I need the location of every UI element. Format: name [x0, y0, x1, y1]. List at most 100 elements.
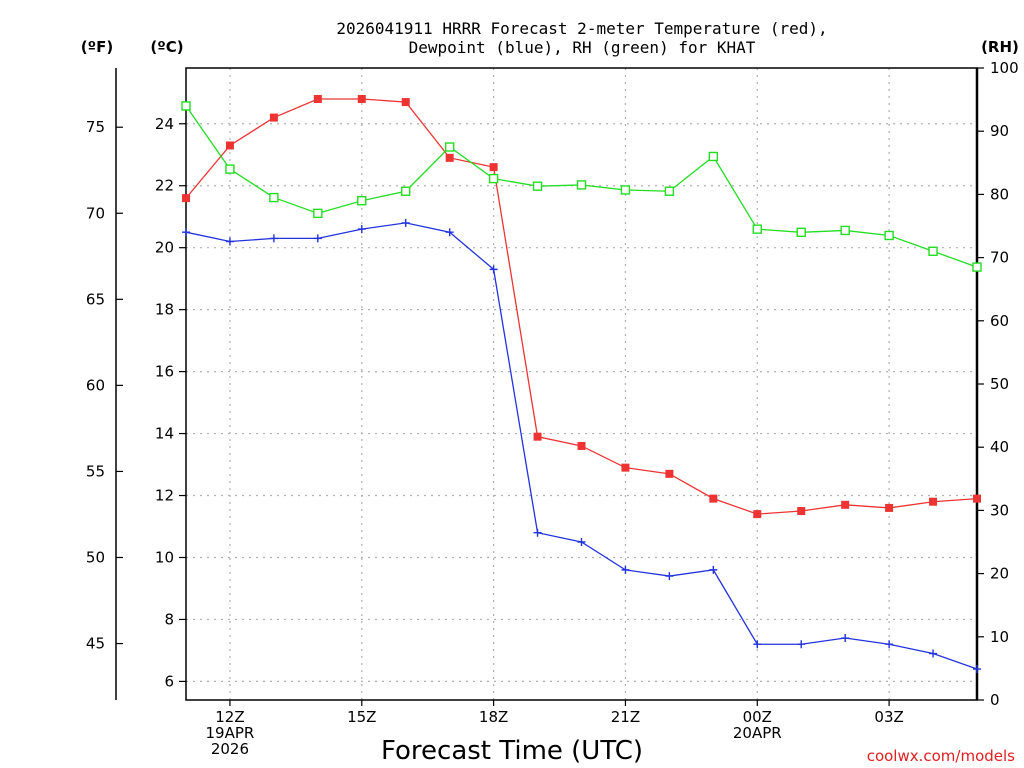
fahrenheit-unit-label: (ºF) [81, 38, 113, 56]
x-tick-label: 00Z [743, 708, 772, 726]
celsius-tick-label: 18 [155, 301, 174, 319]
x-tick-label: 2026 [211, 740, 249, 758]
rh-tick-label: 70 [990, 249, 1009, 267]
chart-title-line: 2026041911 HRRR Forecast 2-meter Tempera… [336, 19, 827, 38]
rh-tick-label: 80 [990, 185, 1009, 203]
dewpoint-point [973, 665, 981, 674]
dewpoint-point [225, 237, 234, 246]
2-meter-temperature-point [313, 94, 322, 103]
rh-point [444, 142, 455, 152]
celsius-tick-label: 8 [164, 610, 174, 628]
dewpoint-point [885, 640, 894, 649]
rh-tick-label: 100 [990, 59, 1019, 77]
fahrenheit-tick-label: 45 [86, 635, 105, 653]
celsius-tick-label: 6 [164, 672, 174, 690]
rh-point [884, 230, 894, 241]
rh-tick-label: 40 [990, 438, 1009, 456]
2-meter-temperature-point [753, 510, 762, 519]
plot-area [186, 68, 977, 700]
2-meter-temperature-point [709, 494, 718, 503]
fahrenheit-tick-label: 70 [86, 204, 105, 222]
2-meter-temperature-point [885, 503, 894, 512]
2-meter-temperature-point [665, 469, 674, 478]
celsius-unit-label: (ºC) [150, 38, 183, 56]
dewpoint-point [313, 234, 322, 243]
2-meter-temperature-point [797, 507, 806, 516]
x-tick-label: 15Z [347, 708, 376, 726]
rh-point [752, 224, 762, 234]
dewpoint-point [445, 228, 454, 237]
2-meter-temperature-point [357, 94, 366, 103]
x-axis-label: Forecast Time (UTC) [381, 736, 643, 766]
rh-point [664, 186, 675, 196]
rh-unit-label: (RH) [981, 38, 1019, 56]
dewpoint-point [929, 649, 938, 658]
2-meter-temperature-point [841, 500, 850, 509]
dewpoint-point [401, 218, 410, 227]
x-tick-label: 19APR [206, 724, 255, 742]
celsius-tick-label: 10 [155, 548, 174, 566]
fahrenheit-tick-label: 75 [86, 118, 105, 136]
celsius-tick-label: 16 [155, 363, 174, 381]
dewpoint-point [621, 565, 630, 574]
2-meter-temperature-point [225, 141, 234, 150]
x-tick-label: 20APR [733, 724, 782, 742]
2-meter-temperature-point [577, 441, 586, 450]
fahrenheit-tick-label: 65 [86, 290, 105, 308]
rh-point [225, 164, 235, 174]
rh-tick-label: 60 [990, 312, 1009, 330]
celsius-tick-label: 20 [155, 239, 174, 257]
x-tick-label: 21Z [611, 708, 640, 726]
2-meter-temperature-point [269, 113, 278, 122]
rh-point [928, 246, 938, 256]
2-meter-temperature-point [182, 194, 190, 203]
rh-point [401, 186, 411, 196]
credit-label: coolwx.com/models [867, 747, 1015, 765]
rh-point [972, 262, 982, 272]
2-meter-temperature-point [401, 98, 410, 107]
rh-point [532, 181, 543, 191]
rh-tick-label: 20 [990, 565, 1009, 583]
2-meter-temperature-point [489, 163, 498, 172]
fahrenheit-tick-label: 50 [86, 548, 105, 566]
fahrenheit-tick-label: 60 [86, 376, 105, 394]
dewpoint-point [797, 640, 806, 649]
fahrenheit-tick-label: 55 [86, 462, 105, 480]
dewpoint-point [357, 225, 366, 234]
rh-tick-label: 90 [990, 122, 1009, 140]
dewpoint-point [533, 528, 542, 537]
celsius-tick-label: 22 [155, 177, 174, 195]
2-meter-temperature-point [533, 432, 542, 441]
rh-point [796, 227, 806, 238]
x-tick-label: 12Z [215, 708, 244, 726]
2-meter-temperature-point [621, 463, 630, 472]
rh-tick-label: 50 [990, 375, 1009, 393]
x-tick-label: 18Z [479, 708, 508, 726]
dewpoint-point [841, 634, 850, 643]
celsius-tick-label: 12 [155, 487, 174, 505]
dewpoint-point [577, 538, 586, 546]
chart-title-line: Dewpoint (blue), RH (green) for KHAT [409, 38, 756, 57]
2-meter-temperature-point [929, 497, 938, 506]
dewpoint-point [665, 572, 674, 581]
celsius-tick-label: 14 [155, 425, 174, 443]
rh-point [488, 173, 499, 184]
celsius-tick-label: 24 [155, 115, 174, 133]
2-meter-temperature-point [973, 494, 981, 503]
rh-tick-label: 10 [990, 628, 1009, 646]
2-meter-temperature-point [445, 153, 454, 162]
rh-point [620, 185, 631, 195]
dewpoint-point [489, 265, 498, 274]
rh-point [840, 225, 850, 236]
x-tick-label: 03Z [874, 708, 903, 726]
rh-point [313, 208, 323, 219]
dewpoint-point [709, 565, 718, 574]
rh-tick-label: 30 [990, 501, 1009, 519]
dewpoint-point [269, 234, 278, 243]
dewpoint-point [753, 640, 762, 649]
rh-tick-label: 0 [990, 691, 1000, 709]
dewpoint-point [182, 228, 190, 237]
rh-point [269, 192, 279, 203]
rh-point [357, 196, 367, 206]
